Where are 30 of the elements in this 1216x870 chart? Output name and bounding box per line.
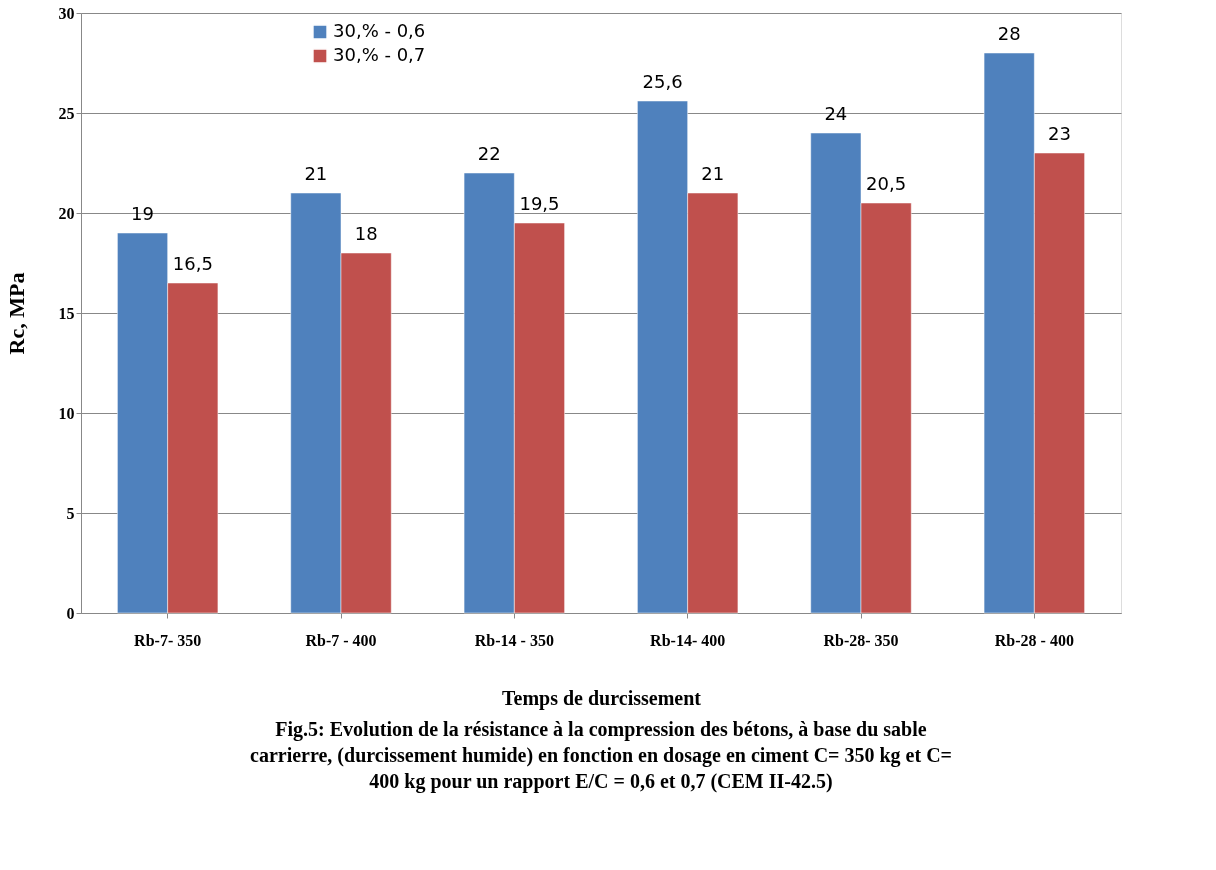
data-label: 25,6 <box>642 71 683 92</box>
data-label: 19,5 <box>519 193 560 214</box>
x-tick-label: Rb-14 - 350 <box>474 631 554 649</box>
data-label: 23 <box>1048 123 1071 144</box>
y-tick-label: 5 <box>66 504 75 522</box>
x-tick-label: Rb-28- 350 <box>823 631 899 649</box>
data-label: 22 <box>477 143 501 164</box>
y-tick-label: 30 <box>58 4 75 22</box>
data-label: 21 <box>701 163 725 184</box>
legend-label: 30,% - 0,6 <box>333 20 426 41</box>
x-tick-label: Rb-14- 400 <box>650 631 726 649</box>
y-tick-label: 10 <box>58 404 75 422</box>
data-label: 19 <box>131 203 154 224</box>
data-label: 20,5 <box>866 173 907 194</box>
x-axis-title: Temps de durcissement <box>502 686 702 710</box>
x-tick-label: Rb-7 - 400 <box>305 631 377 649</box>
caption: Fig.5: Evolution de la résistance à la compression des bétons, à base du sable carrierre, (durcissement humide) en fonction en dosage en ciment C= 350 kg et C= 400 kg pour un rapport E/C = 0,6 et 0,7 (CEM II-42.5) <box>250 718 952 793</box>
x-tick-label: Rb-28 - 400 <box>994 631 1074 649</box>
y-axis-title: Rc, MPa <box>3 272 29 355</box>
data-label: 28 <box>997 23 1021 44</box>
data-label: 16,5 <box>172 253 213 274</box>
data-label: 24 <box>824 103 848 124</box>
data-label: 21 <box>304 163 328 184</box>
y-tick-label: 15 <box>58 304 75 322</box>
legend-label: 30,% - 0,7 <box>333 44 426 65</box>
x-tick-label: Rb-7- 350 <box>134 631 202 649</box>
data-label: 18 <box>354 223 378 244</box>
y-tick-label: 20 <box>58 204 75 222</box>
y-tick-label: 0 <box>66 604 75 622</box>
y-tick-label: 25 <box>58 104 75 122</box>
